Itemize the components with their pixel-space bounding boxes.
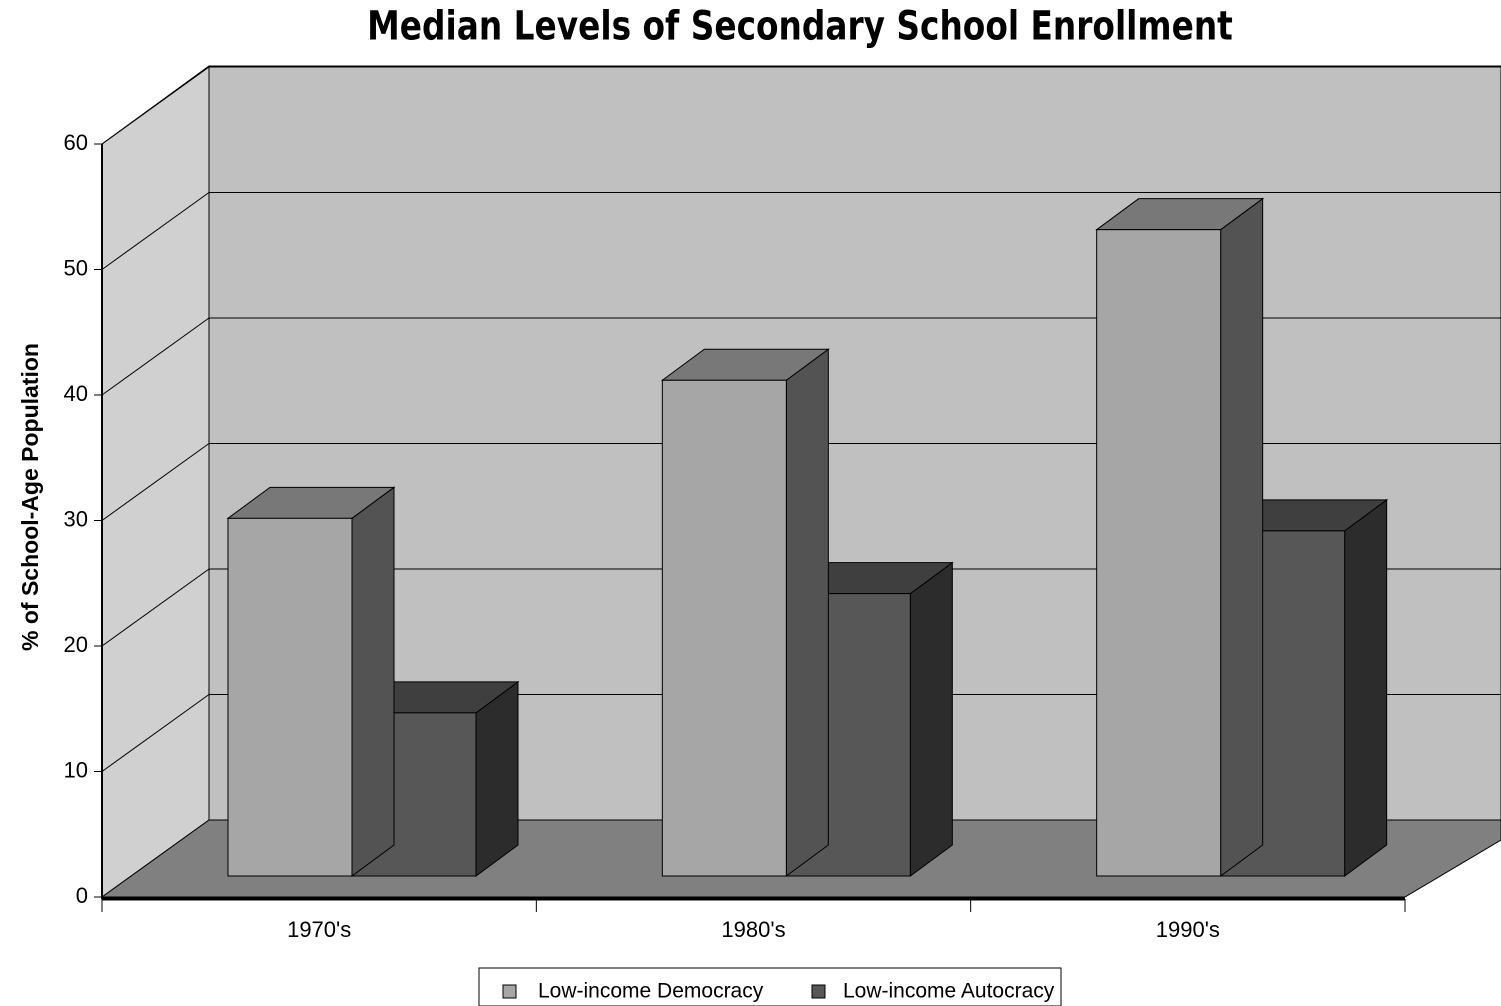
bar	[1096, 229, 1222, 877]
y-tick-label: 0	[76, 883, 88, 908]
legend-swatch	[811, 984, 826, 999]
y-tick-label: 50	[64, 255, 88, 280]
grid-line	[101, 443, 210, 521]
y-tick-label: 20	[64, 632, 88, 657]
bar-side	[475, 680, 519, 877]
y-axis-label: % of School-Age Population	[17, 343, 43, 651]
legend-label: Low-income Autocracy	[843, 980, 1055, 1003]
x-tick-label: 1970's	[287, 917, 351, 942]
bar-side	[909, 561, 953, 877]
x-tick-label: 1980's	[721, 917, 785, 942]
grid-line	[101, 192, 210, 270]
bar-side	[351, 486, 395, 877]
grid-line	[101, 568, 210, 647]
y-tick-label: 30	[64, 506, 88, 531]
bar	[227, 517, 353, 877]
legend-label: Low-income Democracy	[538, 980, 764, 1003]
grid-line	[101, 694, 210, 772]
y-tick-label: 40	[64, 381, 88, 406]
legend	[478, 967, 1062, 1006]
bar-side	[785, 348, 829, 877]
y-tick-label: 10	[64, 757, 88, 782]
y-tick-label: 60	[64, 130, 88, 155]
bar-side	[1344, 498, 1388, 877]
legend-swatch	[502, 984, 517, 999]
bar	[661, 379, 787, 877]
grid-line	[101, 317, 210, 396]
grid-line	[101, 66, 210, 145]
chart-title: Median Levels of Secondary School Enroll…	[367, 2, 1233, 49]
bar-side	[1220, 197, 1264, 877]
x-tick-label: 1990's	[1156, 917, 1220, 942]
